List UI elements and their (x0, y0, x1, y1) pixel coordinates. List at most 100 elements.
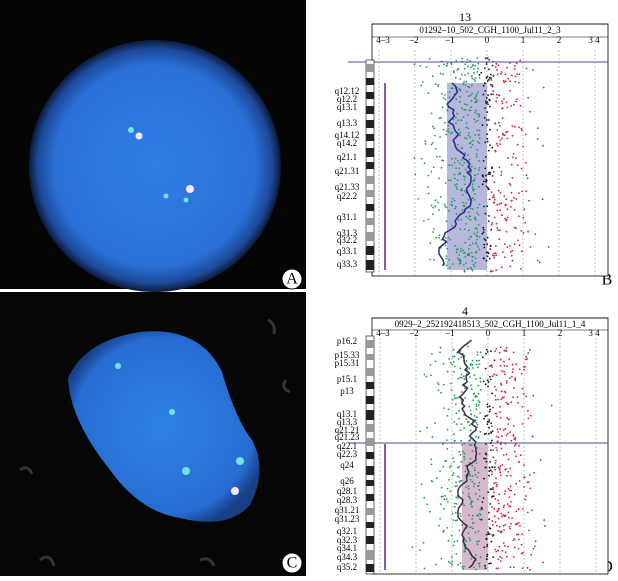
probe-dot (490, 422, 492, 425)
probe-dot (448, 164, 451, 167)
probe-dot (431, 142, 434, 144)
probe-dot (489, 248, 492, 251)
ideogram-band (366, 522, 374, 528)
probe-dot (513, 450, 516, 453)
nucleus (68, 331, 260, 522)
probe-dot (488, 410, 491, 413)
probe-dot (446, 414, 449, 417)
probe-dot (497, 436, 500, 439)
probe-dot (471, 527, 474, 530)
probe-dot (450, 87, 453, 90)
probe-dot (501, 100, 503, 103)
probe-dot (486, 543, 489, 546)
probe-dot (459, 78, 462, 80)
probe-dot (424, 143, 427, 145)
probe-dot (499, 560, 502, 562)
scale-label: 3 4 (588, 35, 600, 45)
probe-dot (471, 242, 474, 245)
probe-dot (482, 380, 485, 383)
probe-dot (475, 109, 477, 112)
probe-dot (496, 203, 499, 206)
probe-dot (459, 262, 462, 264)
probe-dot (527, 409, 529, 412)
probe-dot (461, 194, 464, 196)
probe-dot (529, 487, 532, 490)
probe-dot (474, 257, 477, 260)
probe-dot (485, 453, 488, 456)
probe-dot (478, 137, 481, 139)
probe-dot (469, 478, 472, 481)
signal (182, 467, 190, 475)
probe-dot (502, 542, 505, 544)
probe-dot (507, 423, 510, 425)
probe-dot (495, 550, 498, 553)
probe-dot (490, 77, 493, 79)
probe-dot (485, 533, 488, 536)
probe-dot (521, 190, 523, 193)
probe-dot (495, 389, 497, 391)
probe-dot (411, 546, 414, 548)
probe-dot (520, 230, 523, 232)
probe-dot (470, 413, 472, 416)
probe-dot (500, 170, 503, 173)
probe-dot (522, 231, 525, 234)
probe-dot (438, 155, 441, 158)
ideogram-band (366, 354, 374, 360)
label-circle (281, 268, 303, 290)
probe-dot (491, 375, 494, 377)
probe-dot (465, 418, 468, 420)
probe-dot (502, 79, 505, 82)
probe-dot (490, 432, 493, 434)
probe-dot (442, 128, 445, 131)
band-label: q28.1 (337, 486, 357, 496)
probe-dot (505, 453, 508, 456)
probe-dot (494, 462, 497, 464)
probe-dot (476, 129, 479, 132)
probe-dot (474, 227, 477, 230)
probe-dot (473, 193, 476, 195)
probe-dot (490, 364, 493, 367)
probe-dot (466, 254, 469, 257)
probe-dot (464, 103, 466, 105)
probe-dot (445, 206, 448, 209)
band-label: q31.1 (337, 212, 357, 222)
probe-dot (477, 366, 479, 369)
probe-dot (442, 495, 444, 498)
probe-dot (430, 374, 432, 377)
probe-dot (495, 374, 498, 376)
probe-dot (468, 367, 470, 370)
probe-dot (490, 73, 492, 76)
probe-dot (487, 385, 489, 388)
probe-dot (495, 100, 498, 103)
probe-dot (464, 396, 466, 399)
probe-dot (449, 562, 452, 564)
probe-dot (423, 162, 426, 165)
probe-dot (493, 254, 495, 257)
ideogram-band (366, 190, 374, 197)
panel-label: C (287, 555, 298, 572)
probe-dot (460, 460, 463, 463)
probe-dot (501, 137, 503, 140)
probe-dot (515, 363, 518, 365)
probe-dot (504, 349, 507, 352)
probe-dot (513, 438, 516, 440)
probe-dot (473, 71, 475, 74)
probe-dot (476, 238, 479, 241)
probe-dot (484, 212, 487, 215)
probe-dot (439, 136, 441, 139)
probe-dot (516, 73, 519, 75)
probe-dot (474, 77, 477, 79)
probe-dot (497, 549, 500, 552)
debris (19, 318, 291, 567)
probe-dot (541, 198, 544, 201)
probe-dot (503, 504, 506, 507)
probe-dot (448, 358, 450, 360)
signal (169, 409, 175, 415)
probe-dot (447, 236, 450, 239)
probe-dot (469, 94, 472, 97)
probe-dot (467, 114, 469, 116)
probe-dot (456, 257, 459, 259)
probe-dot (509, 485, 512, 488)
ideogram-band (366, 134, 374, 141)
